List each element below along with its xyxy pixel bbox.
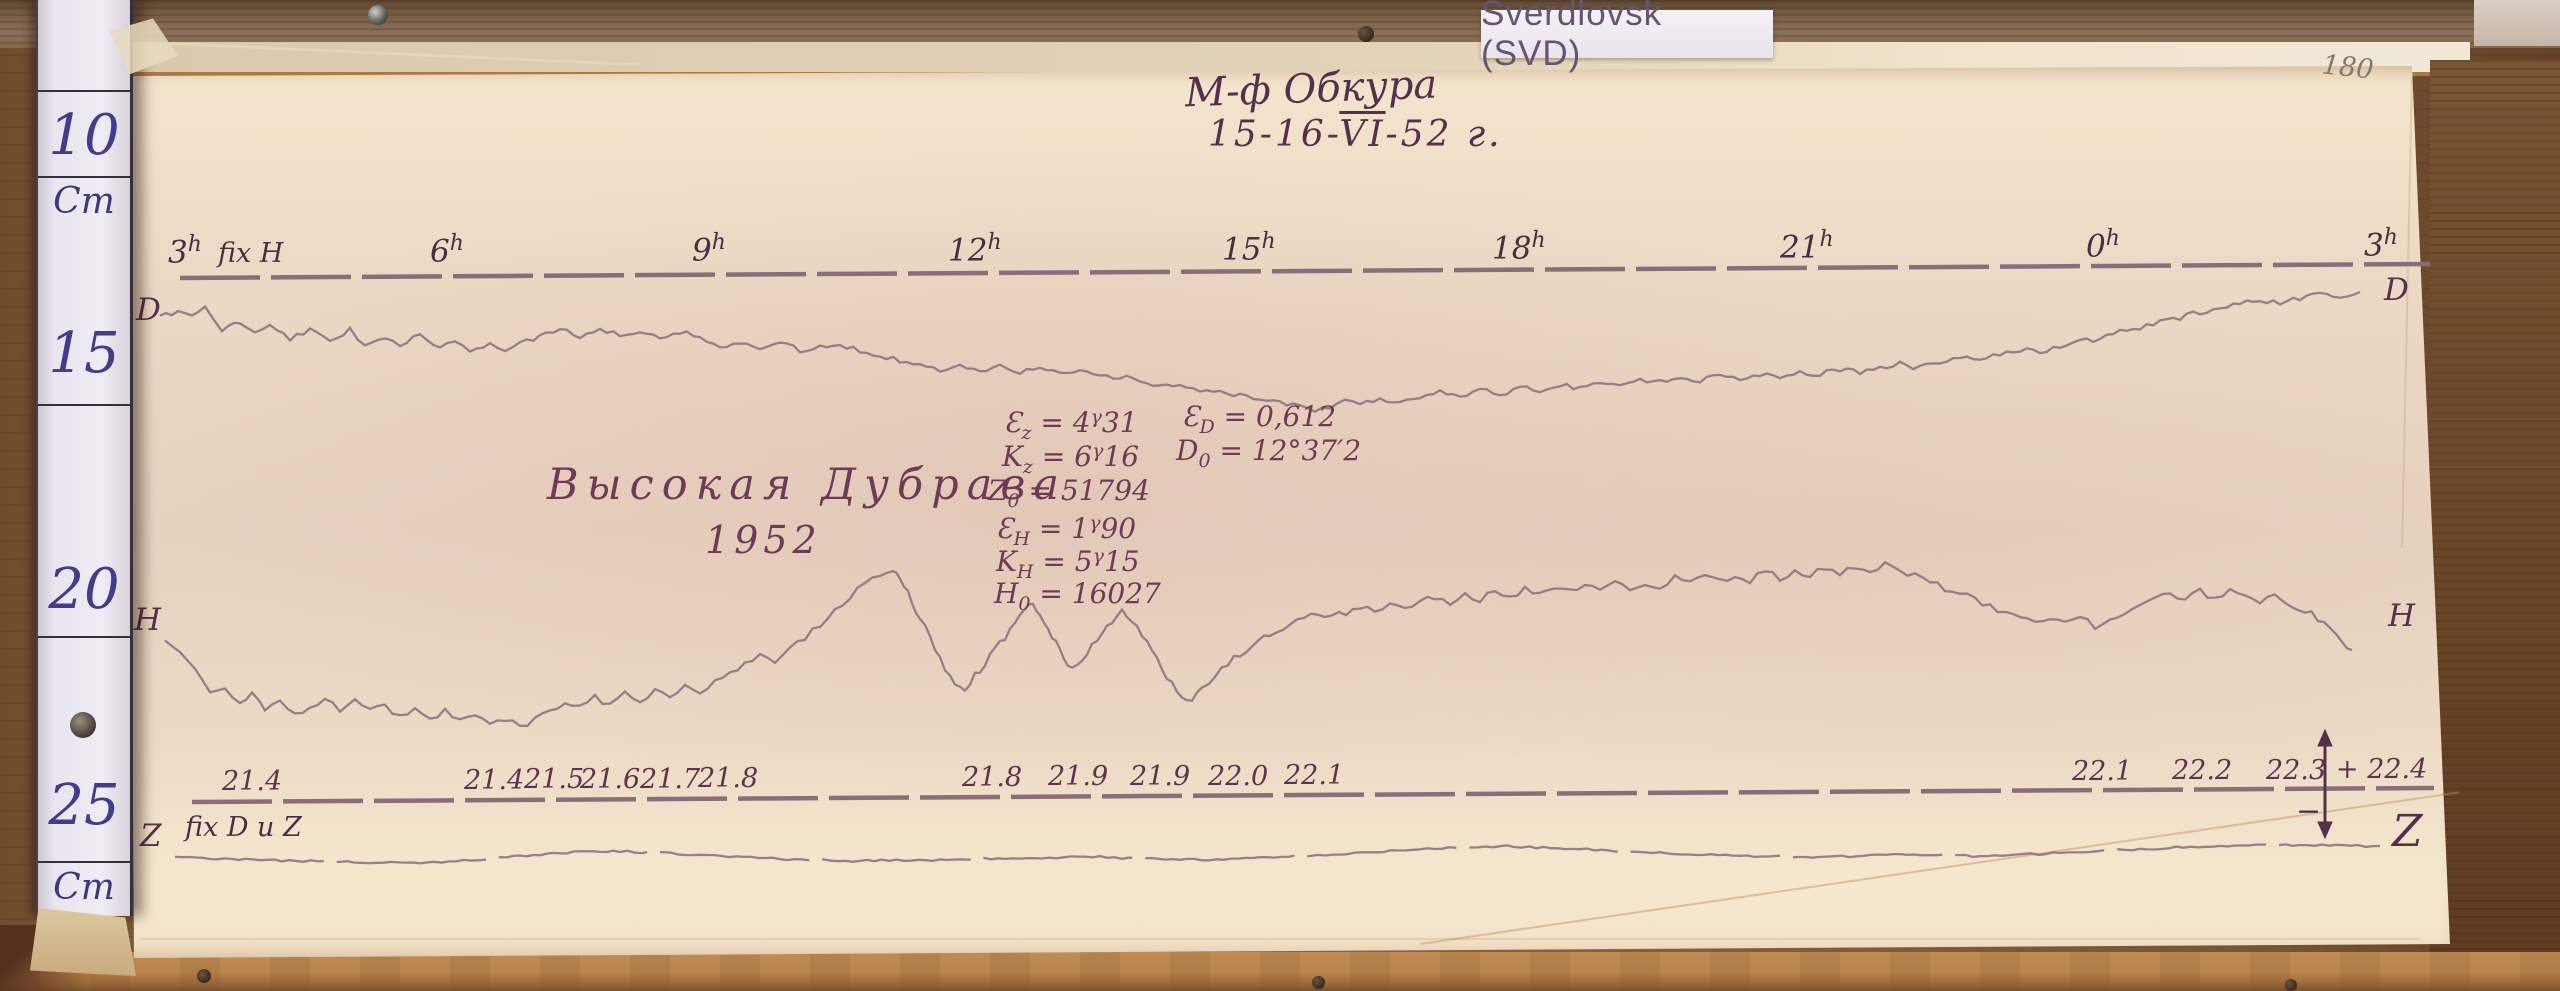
ruler-number: 20	[48, 557, 120, 622]
top-right-light-block	[2474, 0, 2560, 46]
board-screw	[197, 969, 211, 983]
hour-label: 12h	[948, 230, 1002, 269]
hour-label: 3h	[2364, 225, 2398, 264]
baseline-number: 21.8	[698, 763, 759, 794]
trace-label-d-right: D	[2384, 272, 2409, 308]
ruler-tick-line	[38, 636, 130, 638]
hour-label: 0h	[2086, 226, 2120, 265]
calibration-line: H0 = 16027	[994, 577, 1161, 615]
sheet-title: М-ф Обкура	[1184, 61, 1438, 117]
baseline-number: 22.0	[1208, 761, 1269, 792]
ruler-tick-line	[38, 861, 130, 863]
hour-label: 21h	[1780, 227, 1834, 266]
trace-label-h-right: H	[2388, 598, 2416, 634]
baseline-number: 21.4	[464, 765, 525, 796]
baseline-number: 22.1	[2072, 756, 2133, 787]
ruler-number: 10	[48, 103, 120, 168]
wood-bottom-strip	[0, 952, 2560, 991]
minus-sign: −	[2296, 794, 2322, 829]
trace-label-z-right: Z	[2392, 806, 2423, 857]
ruler-tick-line	[38, 176, 130, 178]
tape-under-ruler	[30, 908, 136, 976]
baseline-number: 22.2	[2172, 755, 2233, 786]
baseline-number: + 22.4	[2336, 754, 2428, 785]
trace-label-z-left: Z	[140, 818, 162, 854]
station-tag-text: Sverdlovsk (SVD)	[1481, 0, 1663, 73]
baseline-number: 21.9	[1130, 761, 1191, 792]
board-screw	[1312, 976, 1325, 989]
baseline-number: 22.3	[2266, 755, 2327, 786]
magnetogram-sheet	[128, 66, 2450, 958]
baseline-number: 21.5	[524, 764, 585, 795]
ruler-unit: Cm	[53, 867, 115, 908]
fix-dz-note: fix D и Z	[185, 812, 302, 843]
baseline-number: 21.6	[580, 764, 641, 795]
hour-label: 3h	[168, 232, 202, 271]
trace-label-d-left: D	[136, 292, 161, 328]
calibration-line: ƐH = 1γ90	[996, 512, 1137, 550]
observatory-name: Высокая Дубрава	[547, 460, 1068, 510]
calibration-line: ƐD = 0,612	[1182, 400, 1337, 438]
calibration-line: D0 = 12°37′2	[1176, 434, 1362, 472]
hour-label: 9h	[692, 230, 726, 269]
corner-number: 180	[2320, 49, 2376, 86]
cm-ruler: 10 Cm 15 20 25 Cm	[36, 0, 133, 916]
baseline-number: 21.9	[1048, 761, 1109, 792]
ruler-screw	[70, 712, 96, 738]
calibration-line: KH = 5γ15	[996, 545, 1140, 583]
baseline-number: 21.4	[222, 766, 283, 797]
hour-label: 15h	[1222, 229, 1276, 268]
ruler-number: 15	[48, 321, 120, 386]
board-screw	[2285, 979, 2297, 991]
fix-h-note: fix H	[218, 238, 284, 269]
baseline-number: 21.7	[640, 764, 701, 795]
wood-top-strip	[0, 0, 2560, 48]
station-tag: Sverdlovsk (SVD)	[1481, 0, 1773, 73]
ruler-unit: Cm	[53, 181, 115, 222]
date-suffix: -52 г.	[1385, 114, 1503, 155]
observatory-year: 1952	[705, 518, 822, 562]
baseline-number: 21.8	[962, 762, 1023, 793]
hour-label: 18h	[1492, 228, 1546, 267]
ruler-tick-line	[38, 90, 130, 92]
board-screw	[1358, 26, 1374, 42]
sheet-date: 15-16-VI-52 г.	[1208, 114, 1503, 155]
date-prefix: 15-16-	[1208, 114, 1340, 155]
paper-crease-bottom	[140, 938, 2420, 940]
calibration-line: Kz = 6γ16	[1002, 440, 1140, 478]
hour-label: 6h	[430, 231, 464, 270]
ruler-number: 25	[48, 773, 120, 838]
date-roman-numeral: VI	[1339, 114, 1386, 155]
board-screw	[368, 5, 388, 25]
calibration-line: Z0 = 51794	[988, 474, 1150, 512]
baseline-number: 22.1	[1284, 760, 1345, 791]
wood-right-panel	[2430, 60, 2560, 960]
calibration-line: Ɛz = 4γ31	[1004, 406, 1138, 444]
ruler-tick-line	[38, 404, 130, 406]
trace-label-h-left: H	[134, 602, 162, 638]
